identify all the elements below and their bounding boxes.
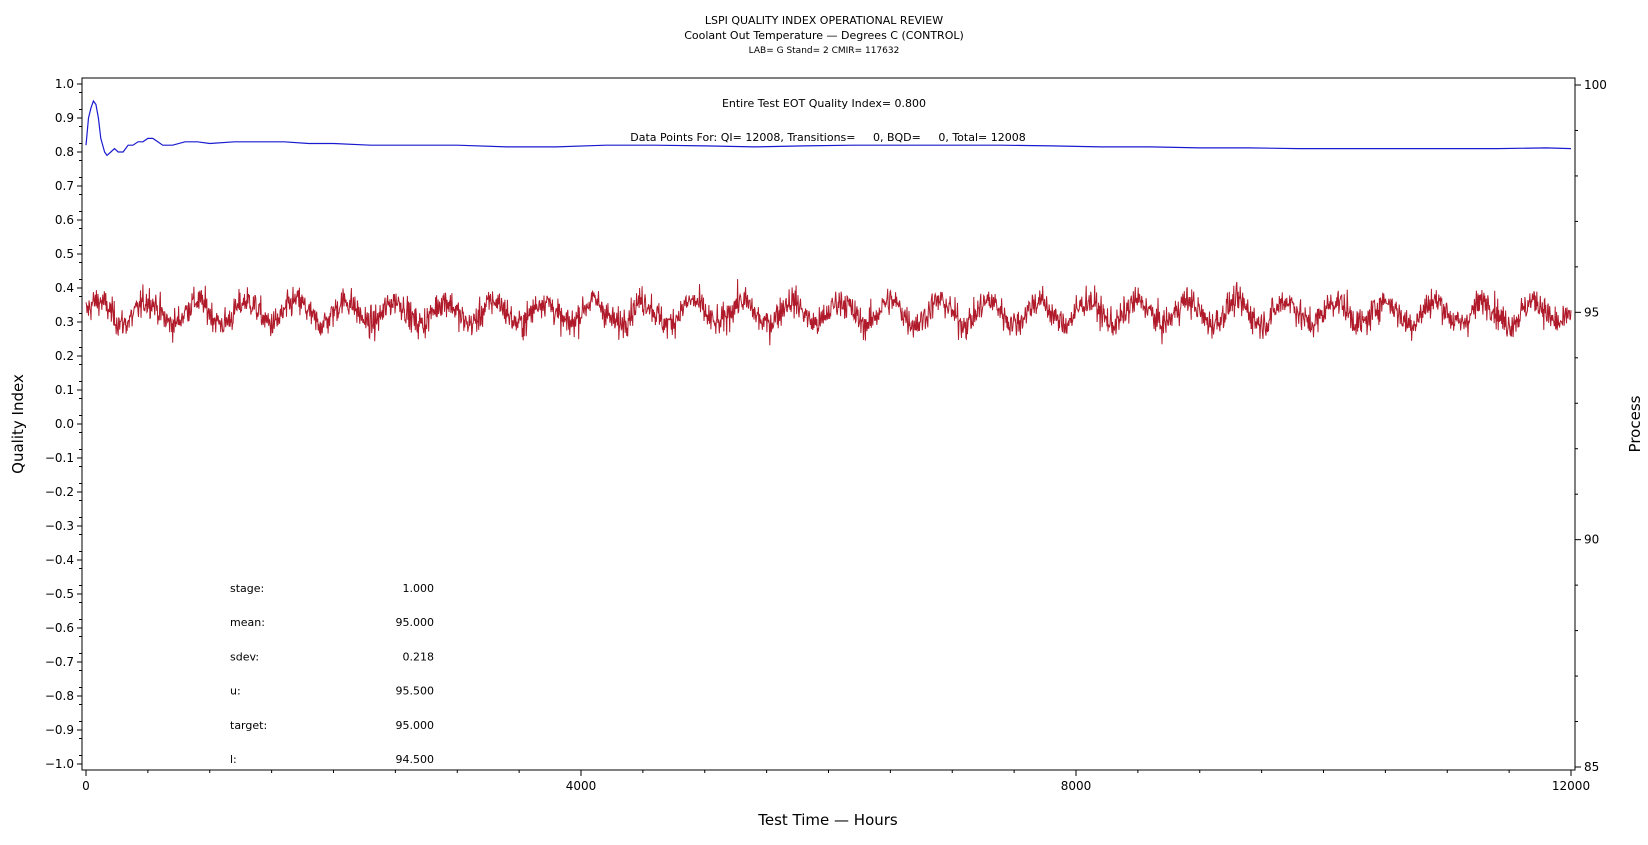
- quality-index-line: [85, 99, 1572, 157]
- x-tick-label: 0: [82, 779, 90, 793]
- stat-value: 95.500: [396, 685, 435, 698]
- y-left-tick-label: 0.6: [55, 213, 74, 227]
- y-right-tick-label: 85: [1584, 760, 1599, 774]
- y-left-tick-label: −0.2: [45, 485, 74, 499]
- eot-quality-annotation: Entire Test EOT Quality Index= 0.800: [722, 97, 926, 110]
- y-right-tick-label: 100: [1584, 78, 1607, 92]
- y-left-tick-label: −0.5: [45, 587, 74, 601]
- y-left-tick-label: 0.8: [55, 145, 74, 159]
- y-left-tick-label: −0.8: [45, 689, 74, 703]
- x-tick-label: 4000: [566, 779, 597, 793]
- left-axis: 1.0 0.9 0.8 0.7 0.6 0.5 0.4 0.3 0.2 0.1 0.0 −0.1 −0.…: [45, 77, 82, 771]
- stat-label: u:: [230, 685, 241, 698]
- data-points-annotation: Data Points For: QI= 12008, Transitions=…: [630, 131, 1025, 144]
- y-axis-left-title: Quality Index: [9, 374, 27, 474]
- stat-value: 95.000: [396, 719, 435, 732]
- y-left-tick-label: 1.0: [55, 77, 74, 91]
- process-line: [85, 279, 1572, 346]
- y-right-tick-label: 95: [1584, 305, 1599, 319]
- y-left-tick-label: 0.7: [55, 179, 74, 193]
- stat-label: stage:: [230, 582, 264, 595]
- y-left-tick-label: −0.4: [45, 553, 74, 567]
- y-left-tick-label: 0.9: [55, 111, 74, 125]
- stat-label: mean:: [230, 616, 265, 629]
- stat-value: 94.500: [396, 753, 435, 766]
- x-tick-label: 12000: [1552, 779, 1590, 793]
- right-axis: 100 95 90 85: [1575, 78, 1607, 774]
- y-left-tick-label: −0.1: [45, 451, 74, 465]
- y-left-tick-label: −1.0: [45, 757, 74, 771]
- x-axis-title: Test Time — Hours: [757, 811, 898, 829]
- y-left-tick-label: 0.2: [55, 349, 74, 363]
- y-right-tick-label: 90: [1584, 533, 1599, 547]
- stat-value: 95.000: [396, 616, 435, 629]
- stats-table: stage: 1.000 mean: 95.000 sdev: 0.218 u: 95.500…: [230, 582, 434, 766]
- y-left-tick-label: 0.3: [55, 315, 74, 329]
- stat-label: l:: [230, 753, 237, 766]
- y-left-tick-label: 0.5: [55, 247, 74, 261]
- series-quality-index: [85, 99, 1572, 157]
- y-left-tick-label: −0.9: [45, 723, 74, 737]
- stat-label: target:: [230, 719, 267, 732]
- y-left-tick-label: −0.3: [45, 519, 74, 533]
- stat-value: 0.218: [403, 650, 435, 663]
- x-tick-label: 8000: [1061, 779, 1092, 793]
- stat-label: sdev:: [230, 650, 259, 663]
- chart-title: LSPI QUALITY INDEX OPERATIONAL REVIEW: [705, 14, 943, 27]
- y-axis-right-title: Process: [1626, 395, 1644, 452]
- y-left-tick-label: 0.1: [55, 383, 74, 397]
- plot-frame: [81, 77, 1576, 771]
- y-left-tick-label: −0.6: [45, 621, 74, 635]
- stat-value: 1.000: [403, 582, 435, 595]
- y-left-tick-label: −0.7: [45, 655, 74, 669]
- chart-subtitle: Coolant Out Temperature — Degrees C (CON…: [684, 29, 964, 42]
- y-left-tick-label: 0.0: [55, 417, 74, 431]
- x-axis: 0 4000 8000 12000: [82, 770, 1590, 793]
- y-left-tick-label: 0.4: [55, 281, 74, 295]
- chart-subtitle-lab: LAB= G Stand= 2 CMIR= 117632: [749, 46, 900, 56]
- series-process: [85, 279, 1572, 346]
